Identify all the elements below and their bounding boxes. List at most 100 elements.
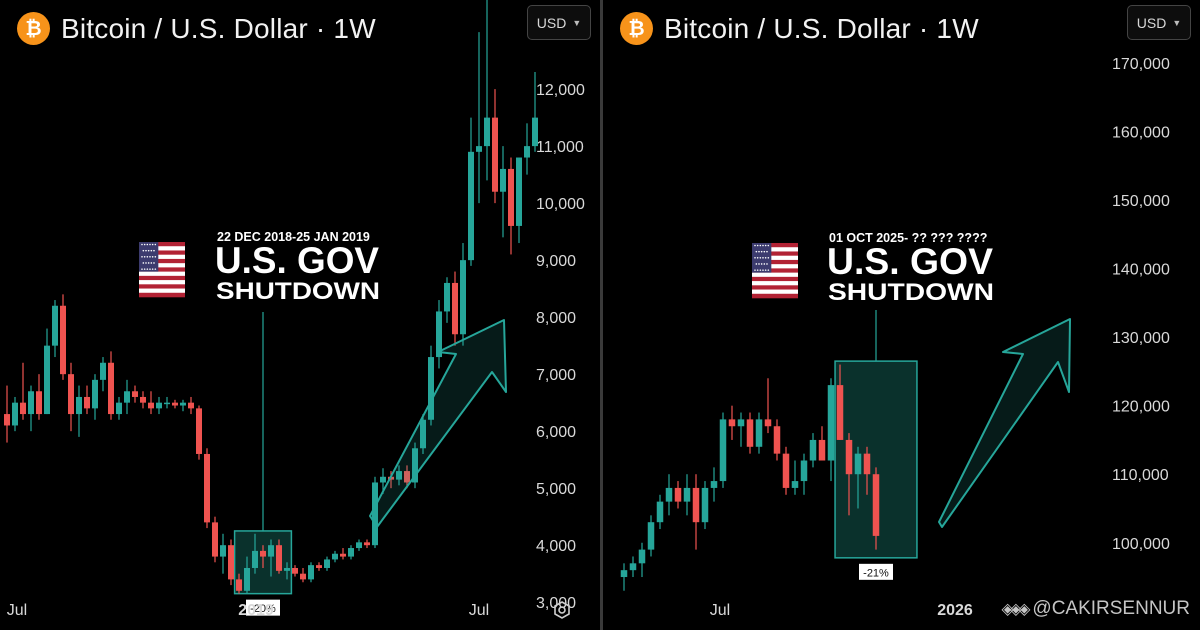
candle-body: [629, 563, 637, 571]
candle-body: [683, 487, 691, 502]
candle-body: [76, 396, 82, 415]
chevron-down-icon: ▼: [1172, 17, 1182, 28]
candle-body: [332, 553, 338, 560]
candle-body: [468, 151, 474, 261]
currency-label: USD: [1136, 14, 1167, 31]
chevron-down-icon: ▼: [572, 17, 582, 28]
y-tick-label: 100,000: [1112, 536, 1170, 553]
candle-body: [36, 391, 42, 415]
diamond-logo-icon: ◈◈◈: [1001, 601, 1030, 618]
candle-body: [836, 385, 844, 440]
candle-body: [728, 419, 736, 427]
candle-body: [60, 305, 66, 375]
y-tick-label: 160,000: [1112, 125, 1170, 142]
us-flag-icon: [139, 242, 185, 298]
candle-body: [460, 260, 466, 335]
candle-body: [396, 471, 402, 480]
chart-title-left: ₿ Bitcoin / U.S. Dollar · 1W: [17, 12, 376, 45]
candle-body: [364, 542, 370, 546]
candle-body: [276, 545, 282, 571]
chart-panel-left[interactable]: 3,000 4,000 5,000 6,000 7,000 8,000 9,000 10,00…: [0, 0, 600, 630]
candle-body: [260, 550, 266, 557]
candle-body: [737, 419, 745, 427]
symbol-title: Bitcoin / U.S. Dollar · 1W: [664, 12, 979, 44]
candle-body: [156, 402, 162, 409]
candle-body: [854, 453, 862, 475]
bitcoin-icon: ₿: [620, 12, 653, 45]
x-tick-label: 2019: [238, 602, 274, 619]
candle-body: [719, 419, 727, 482]
candle-body: [444, 282, 450, 312]
candle-body: [782, 453, 790, 488]
candle-body: [164, 402, 170, 405]
candle-body: [4, 414, 10, 426]
candle-body: [428, 357, 434, 420]
y-tick-label: 120,000: [1112, 399, 1170, 416]
candlestick-chart-left[interactable]: 3,000 4,000 5,000 6,000 7,000 8,000 9,000 10,00…: [0, 0, 600, 630]
candle-body: [372, 482, 378, 546]
candle-body: [508, 168, 514, 226]
x-tick-label: Jul: [7, 602, 27, 619]
candle-body: [204, 453, 210, 523]
candle-body: [476, 146, 482, 152]
candle-body: [340, 553, 346, 557]
y-tick-label: 130,000: [1112, 330, 1170, 347]
trend-arrow: [369, 319, 507, 528]
y-tick-label: 4,000: [536, 538, 576, 555]
y-tick-label: 9,000: [536, 253, 576, 270]
currency-dropdown[interactable]: USD ▼: [1127, 5, 1191, 40]
candle-body: [220, 545, 226, 557]
symbol-title: Bitcoin / U.S. Dollar · 1W: [61, 12, 376, 44]
candle-body: [124, 391, 130, 403]
chart-panel-right[interactable]: 100,000 110,000 120,000 130,000 140,000 150,0…: [603, 0, 1200, 630]
candle-body: [380, 476, 386, 483]
y-tick-label: 7,000: [536, 367, 576, 384]
gear-icon[interactable]: [554, 601, 570, 619]
candle-body: [863, 453, 871, 475]
annotation-subline: SHUTDOWN: [216, 278, 380, 305]
candle-body: [420, 419, 426, 449]
y-tick-label: 8,000: [536, 310, 576, 327]
y-tick-label: 3,000: [536, 595, 576, 612]
currency-dropdown[interactable]: USD ▼: [527, 5, 591, 40]
candle-body: [532, 117, 538, 147]
candle-body: [196, 408, 202, 454]
candle-body: [710, 481, 718, 488]
candle-body: [316, 565, 322, 568]
annotation-subline: SHUTDOWN: [828, 279, 994, 306]
candle-body: [516, 157, 522, 226]
y-tick-label: 170,000: [1112, 56, 1170, 73]
candle-body: [500, 168, 506, 192]
candle-body: [746, 419, 754, 447]
candle-body: [791, 481, 799, 488]
candle-body: [809, 439, 817, 461]
candle-body: [452, 282, 458, 335]
candle-body: [292, 567, 298, 574]
candle-body: [827, 385, 835, 461]
y-tick-label: 10,000: [536, 196, 585, 213]
candle-body: [212, 522, 218, 557]
candle-body: [800, 460, 808, 482]
candle-body: [244, 567, 250, 591]
candle-body: [348, 548, 354, 557]
candle-body: [28, 391, 34, 415]
us-flag-icon: [752, 243, 798, 299]
candle-body: [647, 522, 655, 550]
candle-body: [404, 471, 410, 483]
candle-body: [492, 117, 498, 192]
candle-body: [12, 402, 18, 426]
candle-body: [188, 402, 194, 409]
candle-body: [20, 402, 26, 415]
candle-body: [68, 374, 74, 415]
candlestick-chart-right[interactable]: 100,000 110,000 120,000 130,000 140,000 150,0…: [603, 0, 1200, 630]
candle-body: [116, 402, 122, 415]
svg-text:-21%: -21%: [863, 567, 889, 579]
candle-body: [692, 487, 700, 523]
candle-body: [674, 487, 682, 502]
candle-body: [52, 305, 58, 346]
y-tick-label: 110,000: [1112, 467, 1169, 484]
panel-divider: [600, 0, 603, 630]
candle-body: [412, 448, 418, 483]
candle-body: [268, 545, 274, 557]
candle-body: [180, 402, 186, 406]
